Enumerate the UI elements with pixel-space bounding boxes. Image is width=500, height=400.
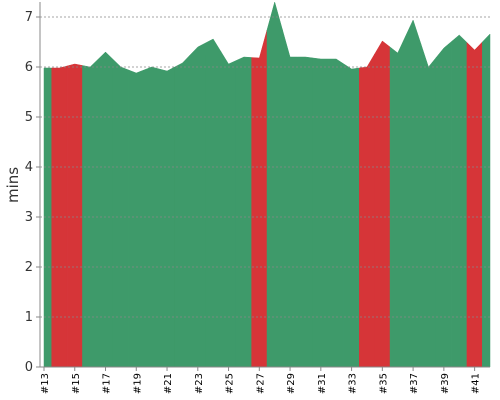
- area-segment: [466, 41, 483, 368]
- y-tick-label: 5: [25, 110, 33, 125]
- area-segment: [420, 43, 437, 368]
- x-tick-label: #33: [348, 373, 359, 394]
- x-tick-label: #41: [471, 373, 482, 394]
- x-tick-label: #27: [255, 373, 266, 394]
- y-tick-label: 1: [25, 310, 33, 325]
- x-tick-label: #15: [71, 373, 82, 394]
- area-segment: [43, 67, 52, 368]
- area-segment: [282, 29, 299, 368]
- area-segment: [205, 38, 222, 368]
- area-segment: [97, 51, 114, 368]
- area-segment: [374, 40, 391, 368]
- area-segment: [389, 36, 406, 368]
- area-segment: [51, 65, 68, 368]
- area-segment: [66, 63, 83, 368]
- y-tick-label: 2: [25, 260, 33, 275]
- area-segment: [343, 63, 360, 368]
- area-segment: [435, 40, 452, 368]
- area-segment: [220, 50, 237, 368]
- area-segment: [82, 58, 99, 368]
- y-axis-label: mins: [4, 167, 22, 203]
- x-tick-label: #29: [286, 373, 297, 394]
- area-segment: [112, 58, 129, 368]
- x-tick-label: #21: [163, 373, 174, 394]
- x-tick-label: #31: [317, 373, 328, 394]
- y-tick-label: 0: [25, 360, 33, 375]
- x-tick-label: #25: [225, 373, 236, 394]
- x-tick-label: #19: [132, 373, 143, 394]
- x-tick-label: #17: [102, 373, 113, 394]
- x-tick-label: #39: [440, 373, 451, 394]
- area-segment: [128, 69, 145, 368]
- area-segment: [174, 54, 191, 368]
- area-segment: [405, 19, 422, 368]
- area-segment: [189, 42, 206, 368]
- y-tick-label: 3: [25, 210, 33, 225]
- area-segment: [266, 1, 283, 368]
- x-tick-label: #13: [40, 373, 51, 394]
- x-tick-label: #37: [409, 373, 420, 394]
- area-segment: [312, 57, 329, 368]
- y-tick-label: 7: [25, 10, 33, 25]
- area-segment: [297, 56, 314, 368]
- y-tick-label: 4: [25, 160, 33, 175]
- area-segment: [359, 53, 375, 368]
- y-tick-label: 6: [25, 60, 33, 75]
- area-segment: [235, 56, 252, 368]
- area-segment: [328, 58, 345, 368]
- x-tick-label: #23: [194, 373, 205, 394]
- area-segment: [251, 29, 268, 368]
- x-tick-label: #35: [378, 373, 389, 394]
